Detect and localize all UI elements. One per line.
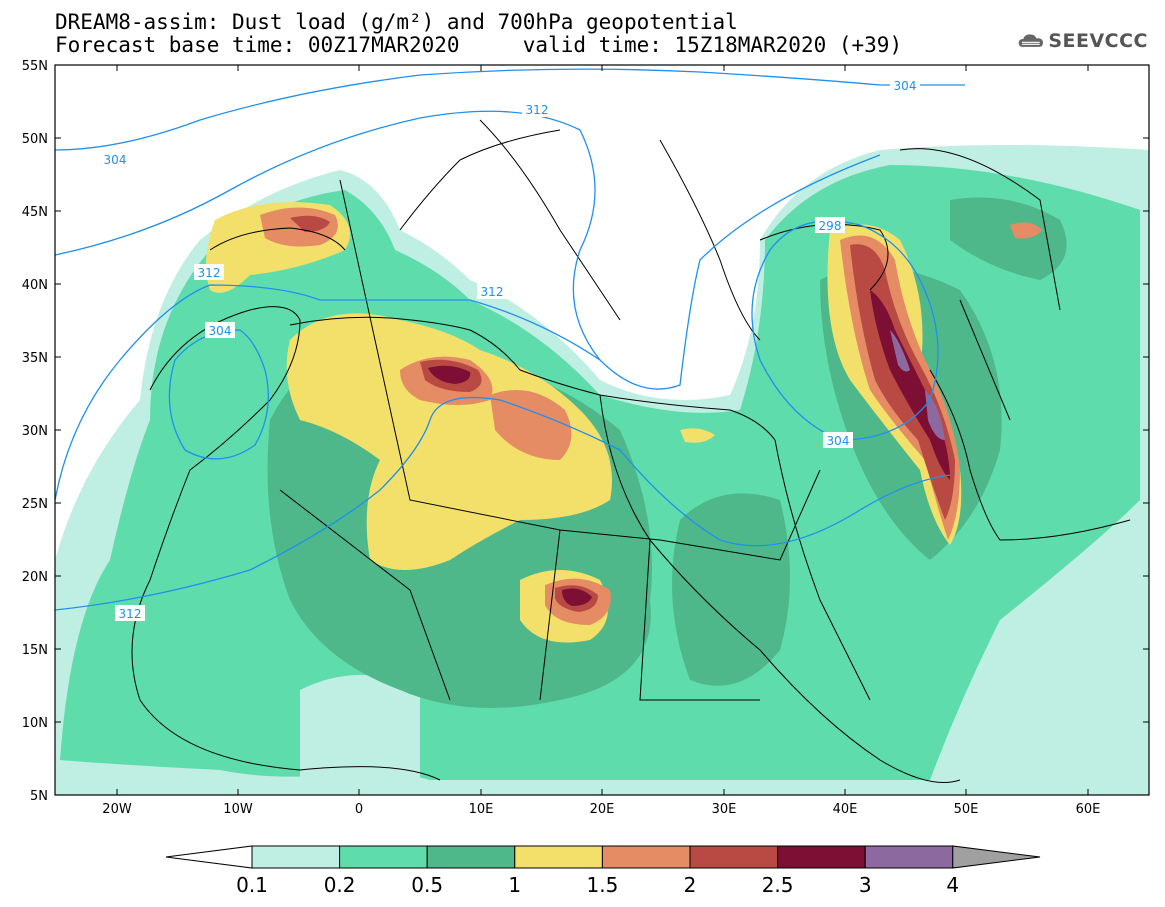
contour-labels: 304 312 304 298 312 312 304 304 312 — [100, 77, 920, 621]
colorbar-tick-label: 2.5 — [762, 873, 794, 897]
colorbar-swatch — [339, 845, 428, 869]
coastlines — [131, 119, 1131, 783]
lon-label: 30E — [712, 802, 737, 817]
longitude-labels: 20W 10W 0 10E 20E 30E 40E 50E 60E — [102, 65, 1100, 817]
colorbar-tick-label: 1.5 — [586, 873, 618, 897]
contour-label: 304 — [205, 322, 235, 338]
contour-label: 304 — [890, 77, 920, 93]
colorbar-swatch — [864, 845, 954, 869]
lat-label: 30N — [22, 424, 48, 439]
contour-label: 312 — [194, 264, 224, 280]
lat-label: 20N — [22, 570, 48, 585]
contour-label: 312 — [115, 605, 145, 621]
colorbar-max-arrow — [952, 845, 1041, 869]
lat-label: 5N — [30, 789, 48, 804]
lon-label: 20W — [102, 802, 132, 817]
lon-label: 20E — [590, 802, 615, 817]
lon-label: 10W — [223, 802, 253, 817]
svg-text:298: 298 — [819, 219, 842, 233]
lat-label: 55N — [22, 59, 48, 74]
colorbar-swatch — [251, 845, 341, 869]
colorbar-tick-label: 3 — [859, 873, 872, 897]
colorbar-tick-label: 0.1 — [236, 873, 268, 897]
lon-label: 10E — [469, 802, 494, 817]
lat-label: 10N — [22, 716, 48, 731]
lon-label: 40E — [833, 802, 858, 817]
svg-text:304: 304 — [894, 79, 917, 93]
lat-label: 15N — [22, 643, 48, 658]
lat-label: 35N — [22, 351, 48, 366]
svg-text:312: 312 — [526, 103, 549, 117]
contour-label: 298 — [815, 217, 845, 233]
svg-text:312: 312 — [198, 266, 221, 280]
svg-text:304: 304 — [827, 434, 850, 448]
colorbar-swatch — [689, 845, 779, 869]
lon-label: 0 — [355, 802, 363, 817]
colorbar-tick-label: 0.2 — [324, 873, 356, 897]
colorbar-min-arrow — [165, 845, 253, 869]
svg-text:312: 312 — [119, 607, 142, 621]
contour-label: 304 — [823, 432, 853, 448]
latitude-labels: 55N 50N 45N 40N 35N 30N 25N 20N 15N 10N 5N — [22, 59, 1149, 804]
colorbar-swatch — [426, 845, 516, 869]
lat-label: 50N — [22, 132, 48, 147]
lon-label: 60E — [1076, 802, 1101, 817]
colorbar-tick-label: 1 — [508, 873, 521, 897]
colorbar-tick-label: 4 — [946, 873, 959, 897]
logo-text: SEEVCCC — [1048, 30, 1148, 52]
contour-label: 312 — [522, 101, 552, 117]
svg-text:304: 304 — [209, 324, 232, 338]
svg-text:304: 304 — [104, 153, 127, 167]
lat-label: 45N — [22, 205, 48, 220]
cloud-icon — [1018, 34, 1043, 47]
colorbar-swatch — [514, 845, 603, 869]
lat-label: 25N — [22, 497, 48, 512]
map-title: DREAM8-assim: Dust load (g/m²) and 700hP… — [55, 10, 738, 34]
lat-label: 40N — [22, 278, 48, 293]
colorbar-swatch — [601, 845, 691, 869]
map-subtitle: Forecast base time: 00Z17MAR2020 valid t… — [55, 33, 903, 57]
colorbar-tick-label: 0.5 — [411, 873, 443, 897]
contour-label: 312 — [477, 283, 507, 299]
dust-field — [55, 65, 1149, 795]
lon-label: 50E — [954, 802, 979, 817]
seevccc-logo: SEEVCCC — [1018, 26, 1148, 56]
contour-label: 304 — [100, 151, 130, 167]
colorbar-swatch — [777, 845, 866, 869]
colorbar-tick-label: 2 — [684, 873, 697, 897]
colorbar: 0.1 0.2 0.5 1 1.5 2 2.5 3 4 — [165, 845, 1041, 897]
svg-text:312: 312 — [481, 285, 504, 299]
